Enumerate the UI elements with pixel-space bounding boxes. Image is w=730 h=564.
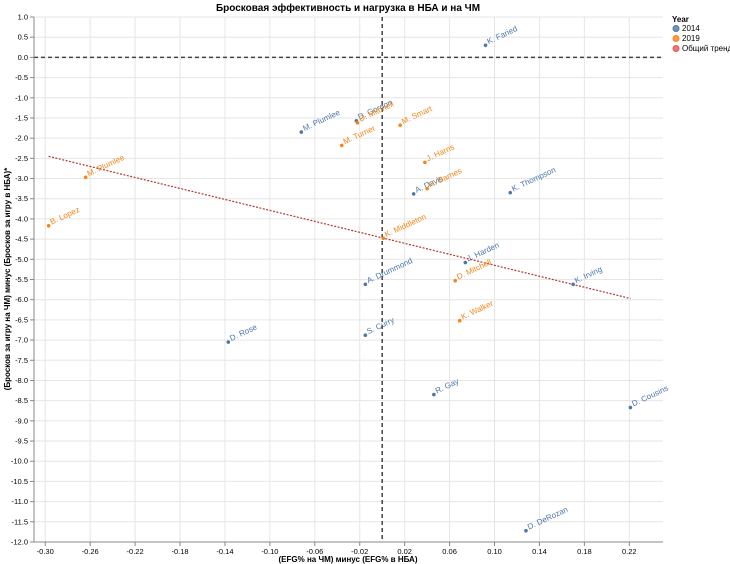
x-tick-label: 0.14 [532,547,547,556]
y-tick-label: -12.0 [11,538,28,547]
data-point [463,260,468,265]
point-label: K. Walker [460,299,495,322]
data-point [524,528,528,533]
point-label: D. DeRozan [526,505,569,532]
point-label: K. Thompson [510,165,557,193]
point-label: M. Plumlee [301,108,342,133]
trend-line-group [48,155,631,300]
x-tick-label: -0.30 [37,547,54,556]
y-tick-label: -8.5 [15,396,28,405]
legend-swatch [672,35,680,42]
y-tick-label: -1.5 [15,113,28,122]
y-tick-label: -1.0 [15,93,28,102]
legend-swatch [672,25,680,32]
y-tick-label: 0.0 [18,53,28,62]
y-tick-label: 1.0 [18,13,28,22]
data-point [339,143,344,148]
x-tick-label: 0.22 [622,547,637,556]
data-point [363,282,368,287]
data-point [423,160,427,165]
data-point [411,192,416,196]
x-tick-label: -0.14 [216,547,233,556]
y-tick-label: -5.5 [15,275,28,284]
data-point [432,392,436,397]
data-point [363,333,368,338]
y-tick-label: -10.5 [11,477,28,486]
point-label: B. Lopez [49,205,81,227]
x-axis-ticks: -0.30 -0.26 -0.22 -0.18 -0.14 -0.10 -0.06 -0.02… [37,542,637,556]
legend-label: 2019 [682,34,700,43]
data-point [398,123,402,128]
data-point [425,186,429,191]
point-label: J. Harris [425,142,456,163]
x-tick-label: -0.02 [351,547,368,556]
y-tick-label: -9.0 [15,416,28,425]
data-point [83,175,88,180]
x-tick-label: -0.10 [261,547,278,556]
y-tick-label: -0.5 [15,73,28,82]
x-tick-label: 0.18 [577,547,592,556]
y-axis-ticks: 1.0 0.5 0.0 -0.5 -1.0 -1.5 -2.0 -2.5 -3.0 -3.5 -4.… [11,13,34,547]
x-tick-label: 0.02 [397,547,412,556]
y-tick-label: -6.5 [15,315,28,324]
reference-lines [34,17,663,542]
point-label: K. Irving [573,265,603,286]
y-tick-label: -3.5 [15,194,28,203]
point-label: D. Cousins [630,384,669,409]
point-label: S. Curry [365,315,395,336]
data-point [453,278,458,283]
y-tick-label: -9.5 [15,437,28,446]
point-label: H. Barnes [427,166,463,189]
data-point [46,223,51,228]
legend-label: 2014 [682,24,700,33]
chart-title: Бросковая эффективность и нагрузка в НБА… [216,2,480,14]
y-tick-label: -11.5 [11,517,28,526]
point-label: D. Mitchell [455,257,493,281]
y-tick-label: -5.0 [15,255,28,264]
y-tick-label: -3.0 [15,174,28,183]
y-tick-label: -6.0 [15,295,28,304]
legend-label: Общий тренд [682,44,730,53]
y-tick-label: -4.5 [15,235,28,244]
legend-swatch [672,45,680,52]
data-point [457,318,462,323]
data-point [226,340,231,344]
data-point [571,282,575,287]
y-tick-label: -7.5 [15,356,28,365]
y-tick-label: -2.0 [15,134,28,143]
x-axis-title: (EFG% на ЧМ) минус (EFG% в НБА) [279,555,418,564]
point-label: A. Drummond [365,256,414,285]
data-point [299,130,304,134]
point-label: M. Smart [400,104,434,126]
y-tick-label: -8.0 [15,376,28,385]
point-label: K. Faried [486,24,519,46]
x-tick-label: -0.26 [82,547,99,556]
data-point [628,405,633,410]
legend-title: Year [672,15,689,24]
y-tick-label: 0.5 [18,33,28,42]
y-tick-label: -10.0 [11,457,28,466]
trend-line [48,155,631,300]
x-tick-label: -0.06 [306,547,323,556]
data-point [355,121,360,125]
y-tick-label: -2.5 [15,154,28,163]
y-tick-label: -4.0 [15,214,28,223]
point-label: K. Middleton [383,212,427,239]
data-point [508,190,513,195]
x-tick-label: -0.18 [171,547,188,556]
data-point [381,236,386,241]
x-tick-label: 0.06 [442,547,457,556]
x-tick-label: -0.22 [127,547,144,556]
y-axis-title: (Бросков за игру на ЧМ) минус (Бросков з… [3,167,12,390]
y-tick-label: -11.0 [11,497,28,506]
y-tick-label: -7.0 [15,336,28,345]
grid [34,16,663,543]
data-point [483,43,488,48]
point-label: R. Gay [434,377,460,396]
x-tick-label: 0.10 [487,547,502,556]
